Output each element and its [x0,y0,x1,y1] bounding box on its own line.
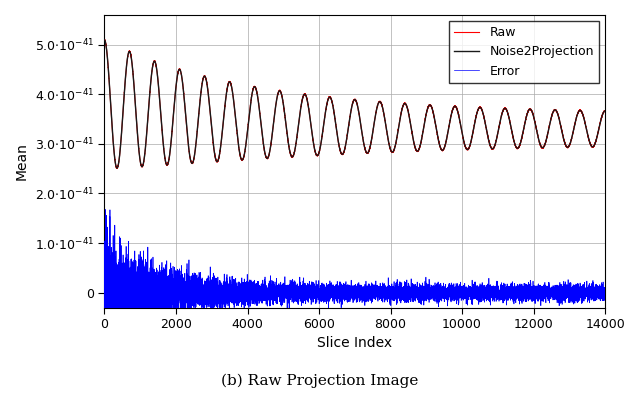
Line: Error: Error [104,209,605,369]
Noise2Projection [218,140,225,145]
Line: Noise2Projection: Noise2Projection [104,40,605,168]
Raw [100,37,108,42]
Noise2Projection [289,154,297,158]
Noise2Projection [100,37,108,42]
Line: Raw: Raw [104,39,605,169]
Raw [180,92,188,97]
Raw [214,159,221,163]
Raw [215,156,223,161]
Raw [601,108,609,113]
X-axis label: Slice Index: Slice Index [317,336,392,351]
Raw [113,166,121,171]
Error [215,292,223,297]
Noise2Projection [214,159,221,164]
Error [101,367,109,372]
Raw [553,109,561,114]
Legend: Raw, Noise2Projection, Error: Raw, Noise2Projection, Error [449,21,599,83]
Noise2Projection [601,108,609,113]
Noise2Projection [180,92,188,96]
Error [601,292,609,296]
Noise2Projection [215,156,223,161]
Error [214,293,221,298]
Noise2Projection [113,166,121,171]
Error [100,310,108,315]
Noise2Projection [553,109,561,114]
Error [102,207,109,212]
Error [218,299,225,303]
Error [289,287,297,292]
Error [180,288,188,293]
Raw [289,153,297,158]
Raw [100,37,108,42]
Y-axis label: Mean: Mean [15,142,29,180]
Error [553,296,561,300]
Text: (b) Raw Projection Image: (b) Raw Projection Image [221,374,419,388]
Raw [218,140,225,144]
